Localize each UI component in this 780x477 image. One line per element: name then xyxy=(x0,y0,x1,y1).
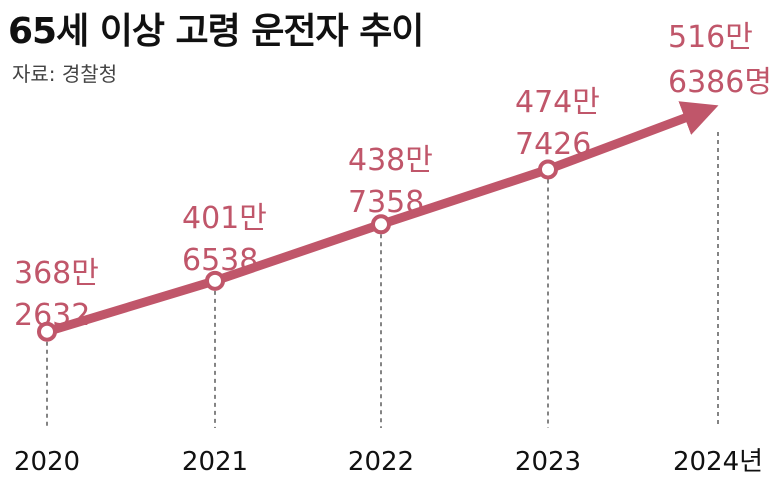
data-label-1-line2: 6538 xyxy=(182,243,258,278)
data-label-1-line1: 401만 xyxy=(182,201,267,236)
x-tick-label-3: 2023 xyxy=(515,447,581,477)
data-point-1 xyxy=(205,270,225,291)
x-tick-label-4: 2024년 xyxy=(673,447,763,477)
chart-source: 자료: 경찰청 xyxy=(12,62,118,86)
data-point-0 xyxy=(37,321,57,342)
data-label-3-line1: 474만 xyxy=(515,85,600,120)
x-tick-label-2: 2022 xyxy=(348,447,414,477)
x-tick-label-1: 2021 xyxy=(182,447,248,477)
data-label-0-line1: 368만 xyxy=(14,256,99,291)
data-point-3 xyxy=(538,159,558,180)
data-label-4-line2: 6386명 xyxy=(668,65,772,100)
data-label-2-line1: 438만 xyxy=(348,143,433,178)
data-label-3-line2: 7426 xyxy=(515,127,591,162)
data-label-2-line2: 7358 xyxy=(348,185,424,220)
x-tick-label-0: 2020 xyxy=(14,447,80,477)
chart-title: 65세 이상 고령 운전자 추이 xyxy=(8,11,424,52)
data-label-4-line1: 516만 xyxy=(668,20,753,55)
data-label-0-line2: 2632 xyxy=(14,298,90,333)
data-point-2 xyxy=(371,214,391,235)
